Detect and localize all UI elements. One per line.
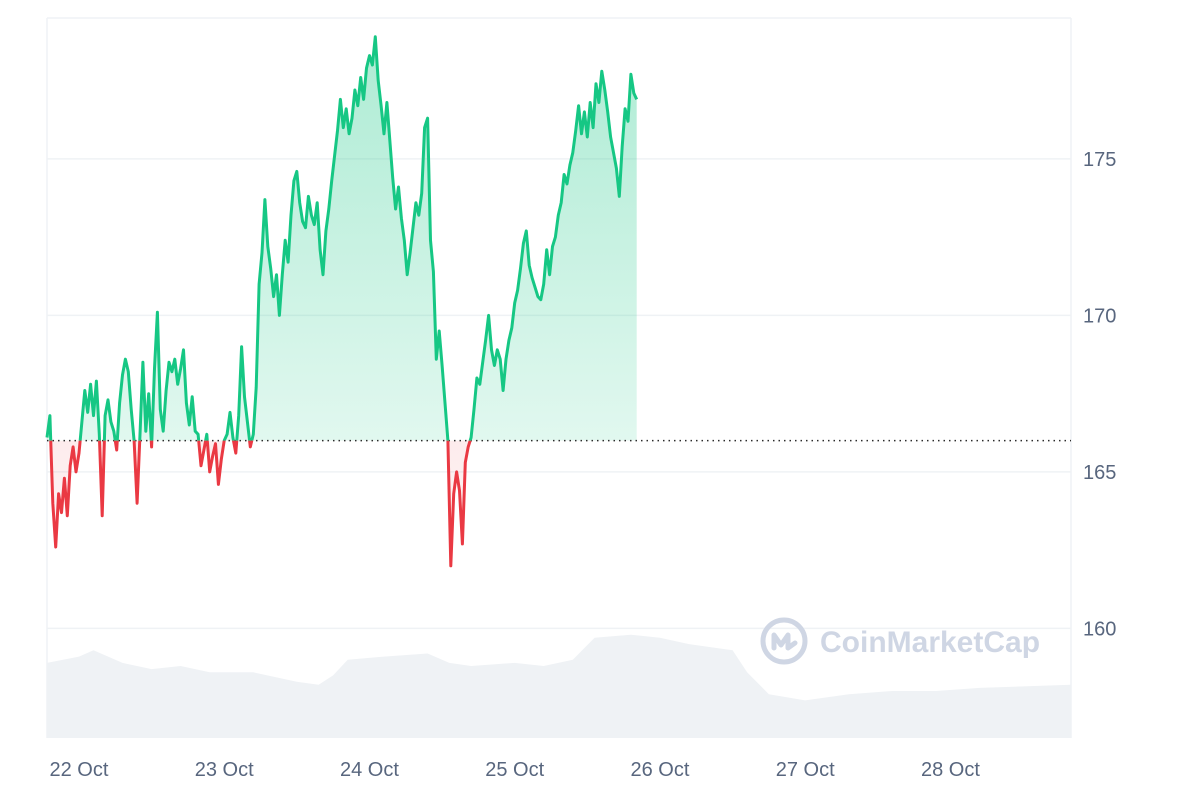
plot-frame [46, 17, 1072, 738]
price-line-up [45, 35, 639, 441]
x-tick-label: 25 Oct [485, 759, 544, 781]
x-tick-label: 28 Oct [921, 759, 980, 781]
x-tick-label: 27 Oct [776, 759, 835, 781]
x-axis: 22 Oct 23 Oct 24 Oct 25 Oct 26 Oct 27 Oct 28 O… [49, 759, 980, 781]
y-tick-label: 160 [1083, 618, 1116, 640]
x-tick-label: 24 Oct [340, 759, 399, 781]
y-tick-label: 170 [1083, 305, 1116, 327]
watermark-text: CoinMarketCap [820, 626, 1040, 659]
x-tick-label: 26 Oct [630, 759, 689, 781]
coinmarketcap-logo-icon [760, 617, 808, 665]
volume-area-path [47, 634, 1071, 738]
price-line [45, 35, 639, 568]
y-axis: 160 165 170 175 [1083, 149, 1116, 641]
watermark: CoinMarketCap [760, 617, 1040, 665]
x-tick-label: 23 Oct [195, 759, 254, 781]
volume-area [47, 634, 1071, 738]
y-tick-label: 165 [1083, 462, 1116, 484]
x-tick-label: 22 Oct [49, 759, 108, 781]
y-tick-label: 175 [1083, 149, 1116, 171]
